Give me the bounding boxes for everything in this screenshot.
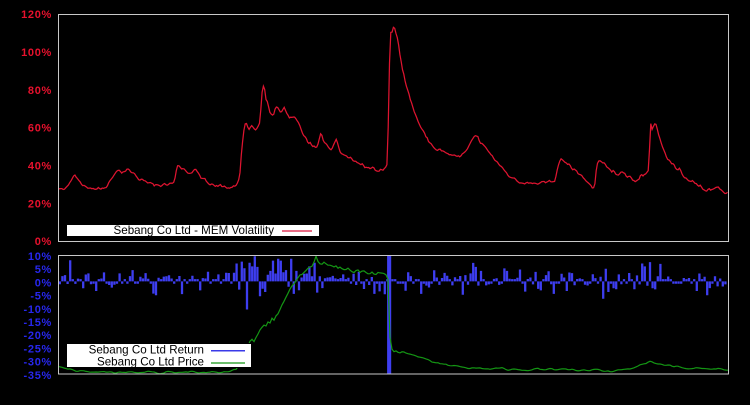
svg-text:-15%: -15% bbox=[24, 317, 52, 329]
svg-text:40%: 40% bbox=[28, 160, 52, 172]
svg-text:5%: 5% bbox=[35, 264, 52, 276]
svg-text:-25%: -25% bbox=[24, 344, 52, 356]
svg-text:-10%: -10% bbox=[24, 304, 52, 316]
svg-text:-5%: -5% bbox=[30, 291, 52, 303]
svg-text:80%: 80% bbox=[28, 85, 52, 97]
svg-text:Sebang Co Ltd Return: Sebang Co Ltd Return bbox=[89, 344, 204, 357]
svg-text:60%: 60% bbox=[28, 123, 52, 135]
svg-text:120%: 120% bbox=[21, 9, 52, 21]
svg-text:20%: 20% bbox=[28, 198, 52, 210]
svg-text:0%: 0% bbox=[35, 236, 52, 248]
svg-text:100%: 100% bbox=[21, 47, 52, 59]
svg-text:0%: 0% bbox=[35, 277, 52, 289]
svg-text:Sebang Co Ltd Price: Sebang Co Ltd Price bbox=[97, 356, 204, 369]
svg-text:-30%: -30% bbox=[24, 357, 52, 369]
svg-text:10%: 10% bbox=[28, 251, 52, 263]
svg-text:-20%: -20% bbox=[24, 330, 52, 342]
svg-text:Sebang Co Ltd - MEM Volatility: Sebang Co Ltd - MEM Volatility bbox=[114, 224, 275, 237]
svg-text:-35%: -35% bbox=[24, 370, 52, 382]
